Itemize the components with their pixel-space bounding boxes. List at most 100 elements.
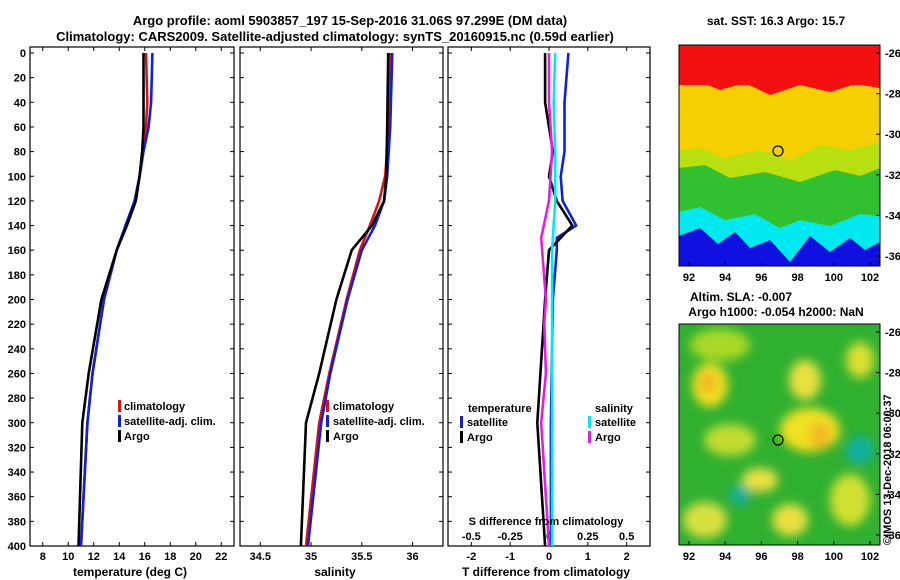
sla-blob: [683, 502, 727, 538]
lat-tick-label: -34: [885, 210, 900, 222]
sla-blob: [742, 468, 778, 492]
depth-tick-label: 340: [8, 467, 26, 479]
x-tick-label: 18: [164, 551, 176, 563]
depth-tick-label: 80: [14, 147, 26, 159]
x-tick-label: 0: [546, 551, 552, 563]
x-tick-label: 36: [406, 551, 418, 563]
depth-tick-label: 140: [8, 221, 26, 233]
lat-tick-label: -30: [885, 408, 900, 420]
series-line-satellite-adj-clim-: [79, 52, 154, 547]
series-line-argo: [299, 52, 390, 547]
depth-tick-label: 240: [8, 344, 26, 356]
legend-label: satellite: [467, 417, 508, 429]
depth-tick-label: 160: [8, 245, 26, 257]
legend-title-salinity: salinity: [595, 403, 634, 415]
difference-plot: -2 -1 0 1 2-0.5 -0.25 0 0.25 0.5: [462, 47, 634, 563]
depth-tick-label: 0: [20, 48, 26, 60]
sla-blob: [704, 424, 756, 456]
lon-tick-label: 92: [683, 272, 695, 284]
x-tick-label: 8: [40, 551, 46, 563]
depth-tick-label: 180: [8, 270, 26, 282]
depth-tick-label: 100: [8, 171, 26, 183]
depth-tick-label: 60: [14, 122, 26, 134]
legend-title-temperature: temperature: [468, 403, 532, 415]
temperature-xlabel: temperature (deg C): [73, 565, 187, 579]
sst-map-axes: -26 -28 -30 -32 -34 -36 92 94 96 98 100 102: [683, 48, 900, 284]
sla-blob: [846, 342, 874, 378]
legend-swatch-argo: [118, 430, 121, 442]
lat-tick-label: -32: [885, 449, 900, 461]
series-line-argo: [77, 53, 145, 547]
sst-map: [679, 45, 880, 266]
sst-band-blue: [679, 228, 880, 266]
x-tick-label: 14: [113, 551, 126, 563]
legend-swatch-satellite: [118, 415, 121, 427]
x-tick-label: 34.5: [250, 551, 271, 563]
depth-tick-label: 380: [8, 516, 26, 528]
legend-swatch-sal-argo: [588, 431, 591, 443]
sla-anomaly-blobs: [683, 329, 874, 538]
s-tick-label: -0.5: [462, 531, 481, 543]
x-tick-label: 35.5: [351, 551, 372, 563]
s-tick-label: 0.25: [577, 531, 598, 543]
lon-tick-label: 94: [719, 551, 732, 563]
x-tick-label: 16: [139, 551, 151, 563]
legend-label: climatology: [124, 401, 186, 413]
sla-blob: [772, 504, 808, 536]
lat-tick-label: -26: [885, 48, 900, 60]
sst-argo-location: [772, 145, 784, 157]
lat-tick-label: -26: [885, 327, 900, 339]
legend-swatch-climatology: [118, 400, 121, 412]
lon-tick-label: 92: [683, 551, 695, 563]
legend-label: satellite-adj. clim.: [124, 416, 216, 428]
sla-blob: [846, 436, 874, 464]
depth-tick-label: 360: [8, 492, 26, 504]
depth-tick-label: 220: [8, 319, 26, 331]
depth-tick-label: 260: [8, 368, 26, 380]
legend-label: satellite-adj. clim.: [333, 416, 425, 428]
sla-blob: [810, 422, 830, 450]
series-line-satellite-adj-clim-: [306, 52, 394, 547]
x-tick-label: 2: [624, 551, 630, 563]
lat-tick-label: -36: [885, 251, 900, 263]
depth-axis: 0 20 40 60 80 100 120 140 160 180 200 220 240 260 280 3…: [8, 48, 650, 553]
lon-tick-label: 102: [861, 272, 879, 284]
legend-label: Argo: [333, 431, 359, 443]
lon-tick-label: 96: [755, 551, 767, 563]
lon-tick-label: 96: [755, 272, 767, 284]
depth-tick-label: 20: [14, 73, 26, 85]
lat-tick-label: -30: [885, 129, 900, 141]
temperature-legend: climatology satellite-adj. clim. Argo: [118, 400, 216, 443]
sla-blob: [730, 485, 750, 505]
lon-tick-label: 98: [791, 551, 803, 563]
x-tick-label: 10: [62, 551, 74, 563]
salinity-legend: climatology satellite-adj. clim. Argo: [326, 400, 425, 443]
lat-tick-label: -28: [885, 368, 900, 380]
difference-xlabel: T difference from climatology: [462, 565, 630, 579]
depth-tick-label: 40: [14, 97, 26, 109]
legend-swatch-argo: [326, 430, 329, 442]
x-tick-label: 22: [215, 551, 227, 563]
legend-swatch-temp-argo: [460, 431, 463, 443]
lat-tick-label: -32: [885, 170, 900, 182]
sla-argo-location: [772, 434, 784, 446]
sla-map: [679, 324, 880, 545]
legend-label: climatology: [333, 401, 395, 413]
difference-legend: temperature satellite Argo salinity sate…: [460, 403, 636, 444]
depth-tick-label: 300: [8, 418, 26, 430]
sla-blob: [690, 329, 750, 361]
salinity-panel-frame: [239, 46, 444, 547]
x-tick-label: 35: [305, 551, 317, 563]
sla-blob: [830, 474, 870, 526]
x-tick-label: 20: [190, 551, 202, 563]
series-line-salinity-satellite: [550, 52, 557, 546]
series-line-salinity-argo: [539, 53, 554, 547]
s-difference-title: S difference from climatology: [469, 516, 625, 528]
x-tick-label: 1: [585, 551, 591, 563]
sla-map-title2: Argo h1000: -0.054 h2000: NaN: [688, 305, 863, 319]
lon-tick-label: 100: [825, 272, 843, 284]
sst-map-frame: [678, 44, 881, 267]
figure-title-line1: Argo profile: aoml 5903857_197 15-Sep-20…: [133, 13, 567, 28]
salinity-plot: 34.5 35 35.5 36: [250, 47, 419, 563]
